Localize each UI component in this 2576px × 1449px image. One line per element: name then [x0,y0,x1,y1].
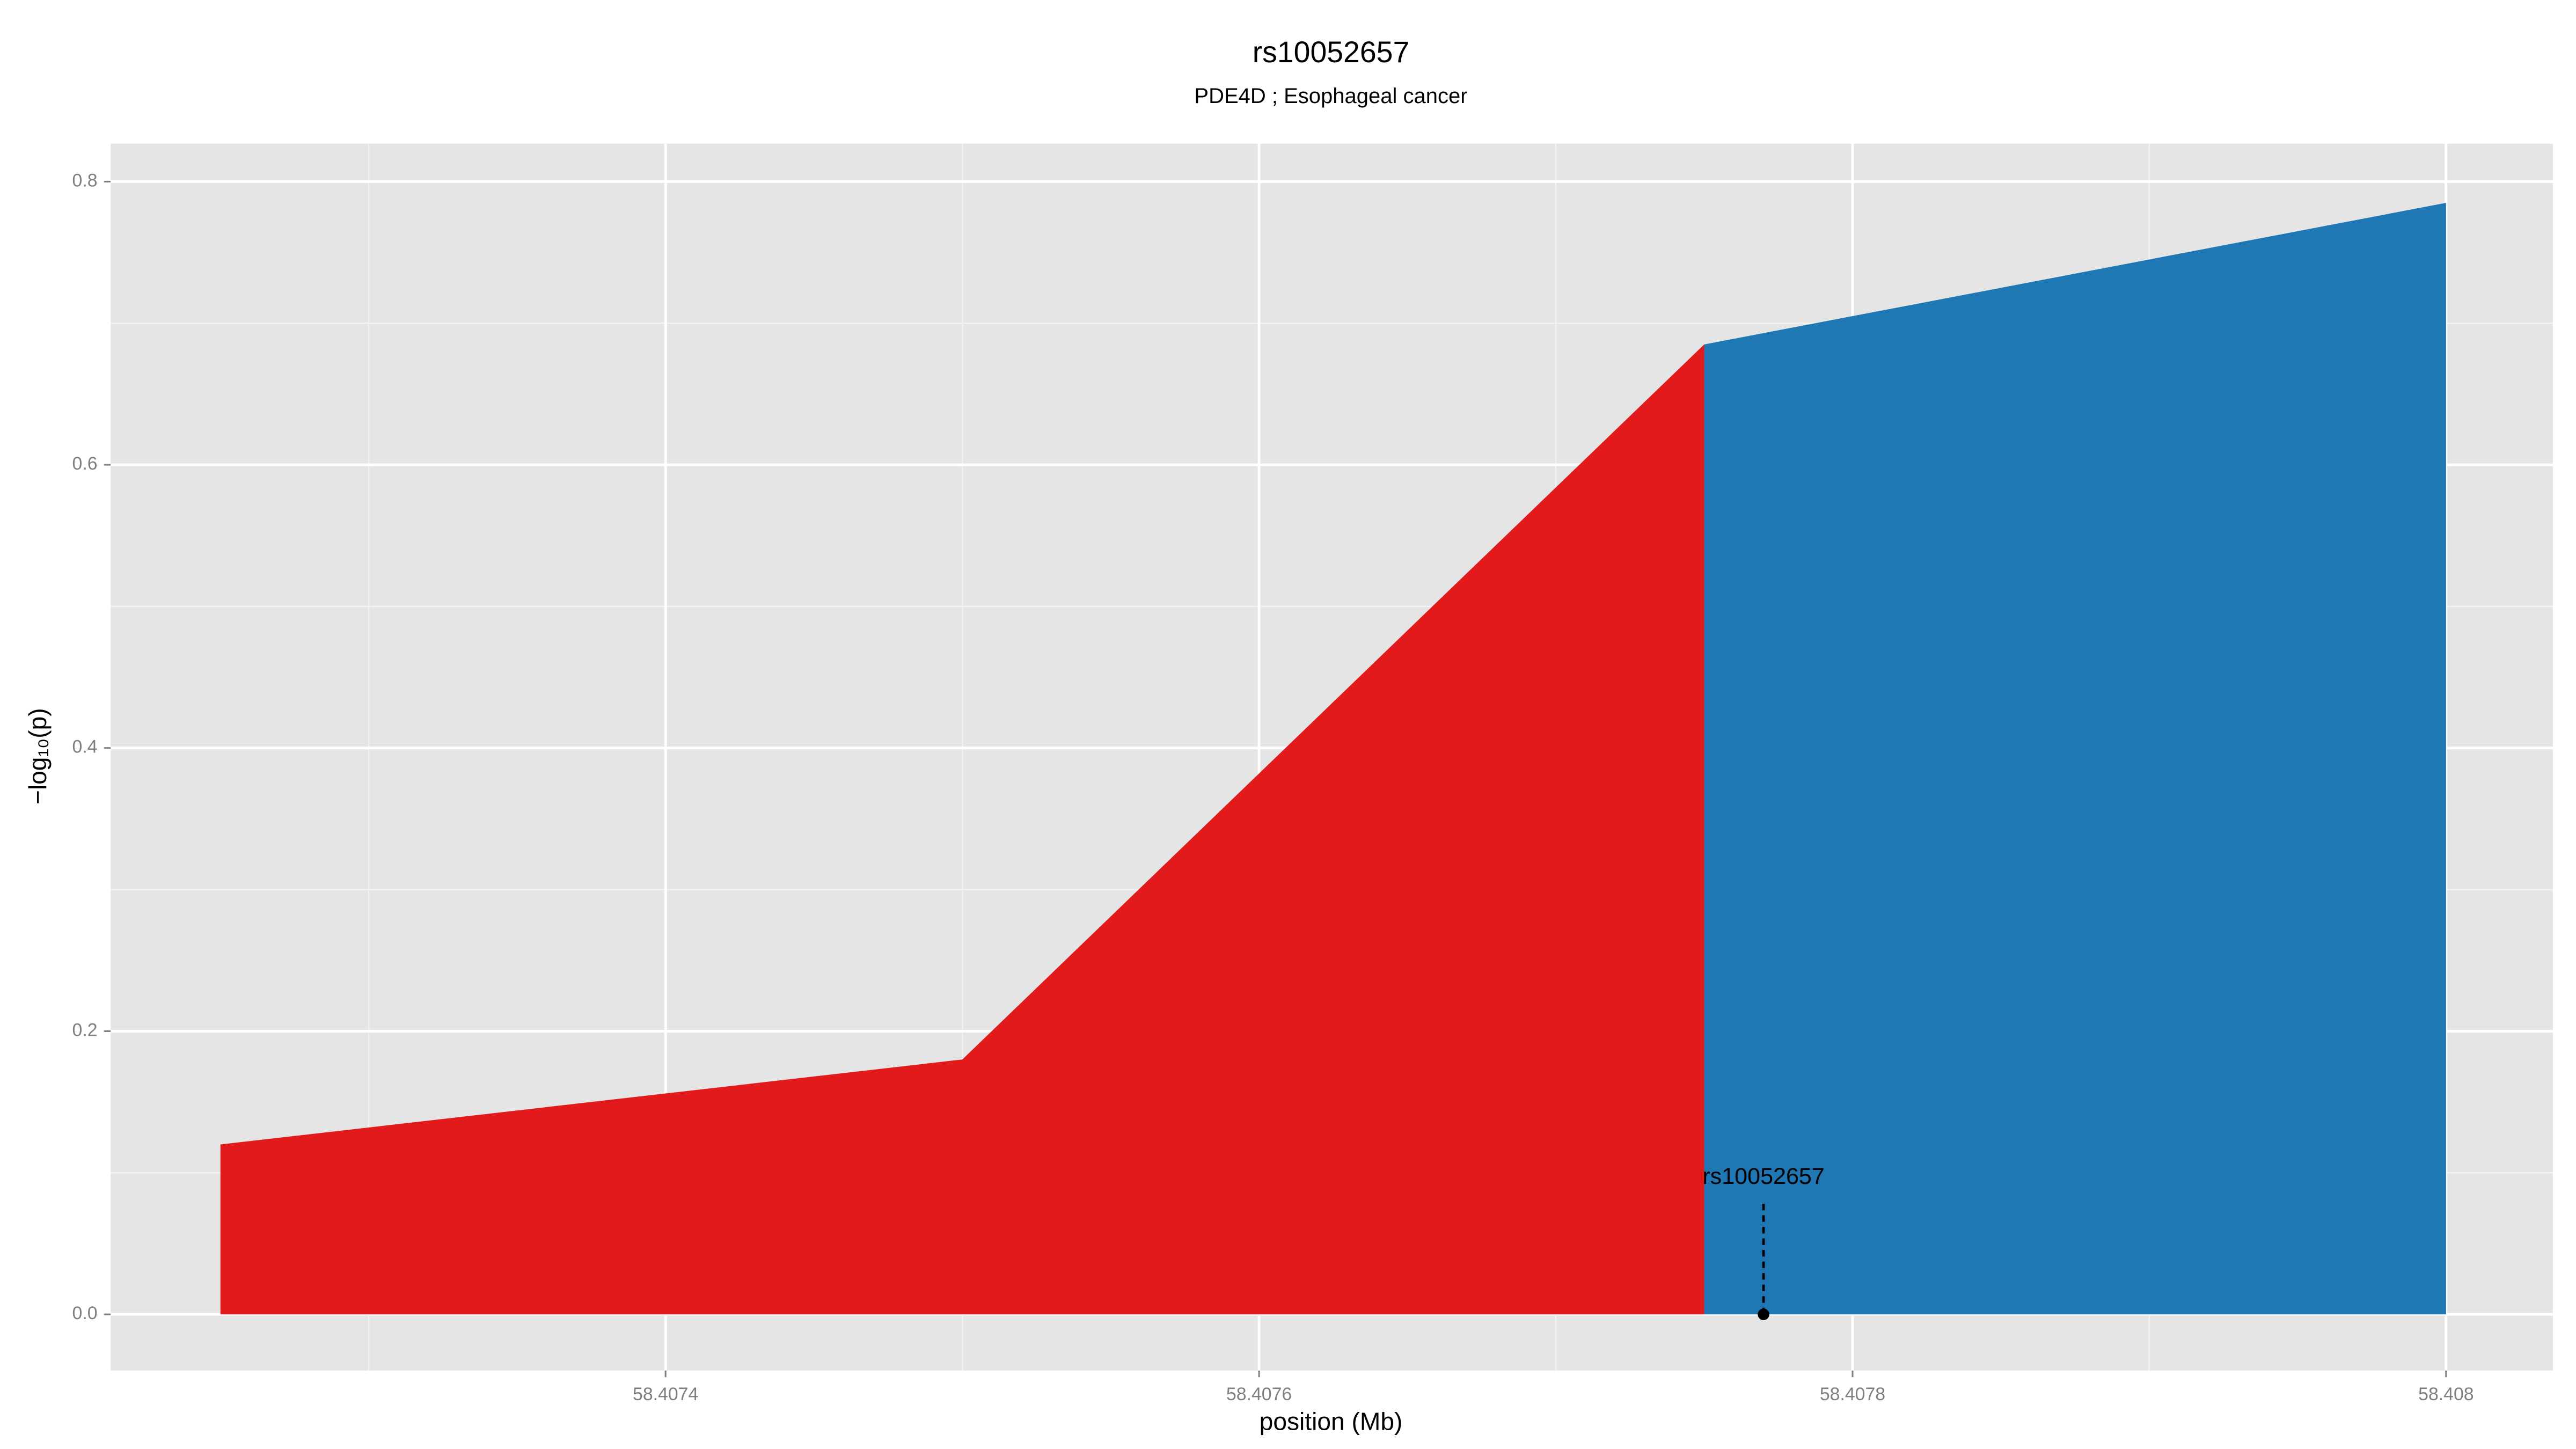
y-tick-label: 0.6 [72,453,98,474]
y-axis-label: −log₁₀(p) [24,708,52,804]
x-tick-label: 58.4076 [1226,1384,1292,1404]
y-tick-label: 0.2 [72,1020,98,1040]
x-axis-label: position (Mb) [1260,1407,1403,1435]
x-tick-label: 58.4078 [1820,1384,1885,1404]
y-tick-label: 0.8 [72,170,98,191]
chart-title: rs10052657 [1253,35,1410,69]
x-tick-label: 58.408 [2418,1384,2473,1404]
x-tick-label: 58.4074 [633,1384,698,1404]
annotation-point [1758,1308,1769,1320]
chart-subtitle: PDE4D ; Esophageal cancer [1194,84,1467,108]
annotation-label: rs10052657 [1702,1163,1824,1189]
area [220,344,1704,1315]
y-tick-label: 0.0 [72,1303,98,1323]
y-tick-label: 0.4 [72,737,98,757]
area [1704,202,2446,1315]
